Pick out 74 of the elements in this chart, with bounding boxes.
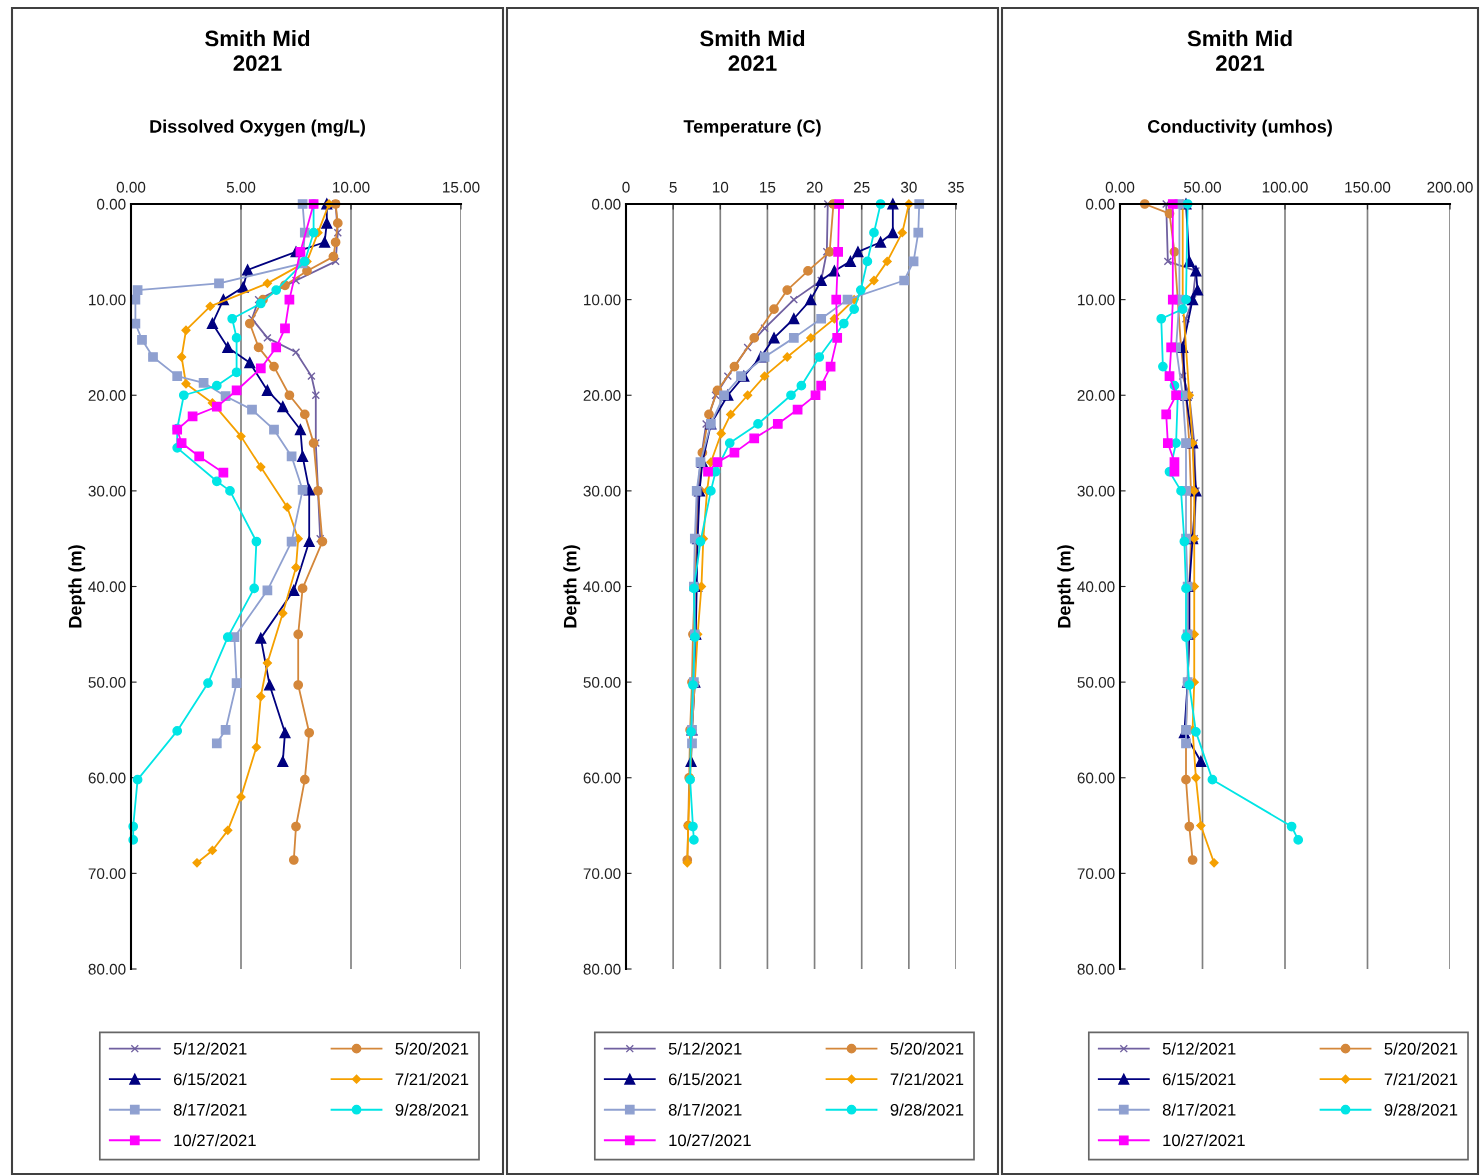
legend-label: 10/27/2021 — [174, 1134, 256, 1147]
y-tick-label: 70.00 — [1077, 868, 1115, 880]
chart-subtitle: Conductivity (umhos) — [1147, 119, 1332, 137]
x-tick-label: 150.00 — [1345, 181, 1391, 193]
legend-label: 5/12/2021 — [668, 1042, 742, 1055]
y-tick-label: 60.00 — [1077, 772, 1115, 784]
y-tick-label: 30.00 — [583, 485, 621, 497]
x-tick-label: 15 — [760, 181, 776, 193]
chart-title: Smith Mid 2021 — [1187, 30, 1292, 72]
chart-title: Smith Mid 2021 — [700, 30, 805, 72]
legend-label: 5/20/2021 — [890, 1042, 964, 1055]
y-tick-label: 70.00 — [583, 868, 621, 880]
y-tick-label: 40.00 — [88, 581, 126, 593]
y-tick-label: 20.00 — [88, 390, 126, 401]
x-tick-label: 0 — [622, 181, 630, 193]
x-tick-label: 0.00 — [116, 181, 146, 193]
y-axis-title: Depth (m) — [1057, 545, 1075, 628]
legend-label: 10/27/2021 — [1163, 1134, 1245, 1147]
legend-label: 7/21/2021 — [395, 1072, 469, 1086]
y-tick-label: 0.00 — [592, 198, 621, 210]
y-tick-label: 40.00 — [1077, 581, 1115, 593]
y-tick-label: 60.00 — [583, 772, 621, 784]
legend-label: 5/20/2021 — [1384, 1042, 1458, 1055]
legend-label: 8/17/2021 — [173, 1103, 247, 1116]
y-tick-label: 0.00 — [1086, 198, 1115, 210]
y-tick-label: 30.00 — [88, 485, 126, 497]
y-tick-label: 80.00 — [583, 963, 621, 975]
x-tick-label: 10.00 — [333, 181, 370, 193]
legend-label: 9/28/2021 — [1384, 1103, 1458, 1116]
legend-label: 9/28/2021 — [890, 1103, 964, 1116]
legend-label: 8/17/2021 — [1162, 1103, 1236, 1116]
y-tick-label: 50.00 — [1077, 676, 1115, 688]
y-tick-label: 30.00 — [1077, 485, 1115, 497]
x-tick-label: 50.00 — [1184, 181, 1222, 193]
x-tick-label: 30 — [900, 181, 917, 193]
chart-subtitle: Temperature (C) — [683, 119, 821, 137]
legend-label: 7/21/2021 — [1384, 1072, 1458, 1086]
chart-title: Smith Mid 2021 — [205, 30, 310, 72]
y-tick-label: 20.00 — [1077, 390, 1115, 401]
y-tick-label: 20.00 — [583, 390, 621, 401]
legend-label: 5/12/2021 — [173, 1042, 247, 1055]
legend-label: 9/28/2021 — [395, 1103, 469, 1116]
x-tick-label: 20 — [806, 181, 823, 193]
legend-label: 8/17/2021 — [668, 1103, 742, 1116]
x-tick-label: 15.00 — [443, 181, 480, 193]
legend-label: 6/15/2021 — [173, 1072, 247, 1086]
y-tick-label: 10.00 — [89, 294, 126, 306]
chart-subtitle: Dissolved Oxygen (mg/L) — [150, 119, 365, 137]
y-tick-label: 70.00 — [88, 868, 126, 880]
y-tick-label: 80.00 — [1077, 963, 1115, 975]
x-tick-label: 10 — [712, 181, 729, 193]
x-tick-label: 35 — [948, 181, 964, 193]
legend-label: 5/20/2021 — [395, 1042, 469, 1055]
y-axis-title: Depth (m) — [68, 545, 86, 628]
x-tick-label: 200.00 — [1427, 181, 1473, 193]
y-tick-label: 50.00 — [583, 676, 621, 688]
x-tick-label: 100.00 — [1262, 181, 1308, 193]
legend-label: 7/21/2021 — [890, 1072, 964, 1086]
y-tick-label: 80.00 — [88, 963, 126, 975]
legend-label: 5/12/2021 — [1162, 1042, 1236, 1055]
legend-label: 10/27/2021 — [669, 1134, 751, 1147]
y-tick-label: 60.00 — [88, 772, 126, 784]
legend-label: 6/15/2021 — [1162, 1072, 1236, 1086]
x-tick-label: 5.00 — [226, 181, 256, 193]
x-tick-label: 0.00 — [1105, 181, 1135, 193]
y-axis-title: Depth (m) — [563, 545, 581, 628]
y-tick-label: 0.00 — [97, 198, 126, 210]
y-tick-label: 10.00 — [1078, 294, 1115, 306]
y-tick-label: 10.00 — [584, 294, 621, 306]
x-tick-label: 5 — [669, 181, 677, 193]
x-tick-label: 25 — [853, 181, 870, 193]
y-tick-label: 50.00 — [88, 676, 126, 688]
legend-label: 6/15/2021 — [668, 1072, 742, 1086]
y-tick-label: 40.00 — [583, 581, 621, 593]
